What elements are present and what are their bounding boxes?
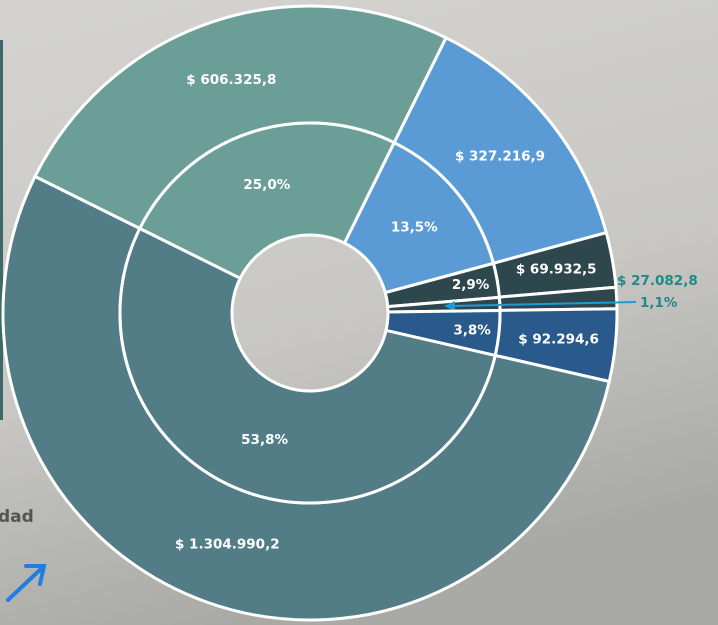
inner-segment bbox=[137, 121, 397, 281]
arrow-icon bbox=[6, 564, 47, 602]
value-label: $ 1.304.990,2 bbox=[175, 537, 280, 553]
percentage-label: 1,1% bbox=[640, 295, 678, 311]
percentage-label: 13,5% bbox=[391, 219, 438, 235]
edge-bar bbox=[0, 40, 3, 420]
value-label: $ 27.082,8 bbox=[617, 273, 698, 289]
value-label: $ 69.932,5 bbox=[516, 262, 597, 278]
leader-arrow bbox=[444, 301, 455, 311]
inner-segment bbox=[118, 226, 497, 505]
percentage-label: 3,8% bbox=[453, 322, 491, 338]
value-label: $ 327.216,9 bbox=[455, 149, 545, 165]
percentage-label: 2,9% bbox=[452, 277, 490, 293]
percentage-label: 53,8% bbox=[241, 432, 288, 448]
value-label: $ 92.294,6 bbox=[518, 331, 599, 347]
background-text: dad bbox=[0, 507, 34, 527]
leader-line bbox=[451, 301, 637, 307]
percentage-label: 25,0% bbox=[243, 177, 290, 193]
value-label: $ 606.325,8 bbox=[186, 72, 276, 88]
inner-segment bbox=[342, 140, 496, 295]
